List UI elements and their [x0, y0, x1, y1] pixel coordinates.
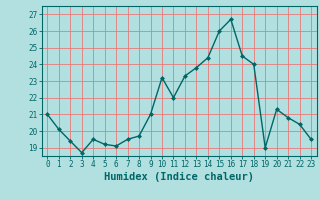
X-axis label: Humidex (Indice chaleur): Humidex (Indice chaleur) — [104, 172, 254, 182]
